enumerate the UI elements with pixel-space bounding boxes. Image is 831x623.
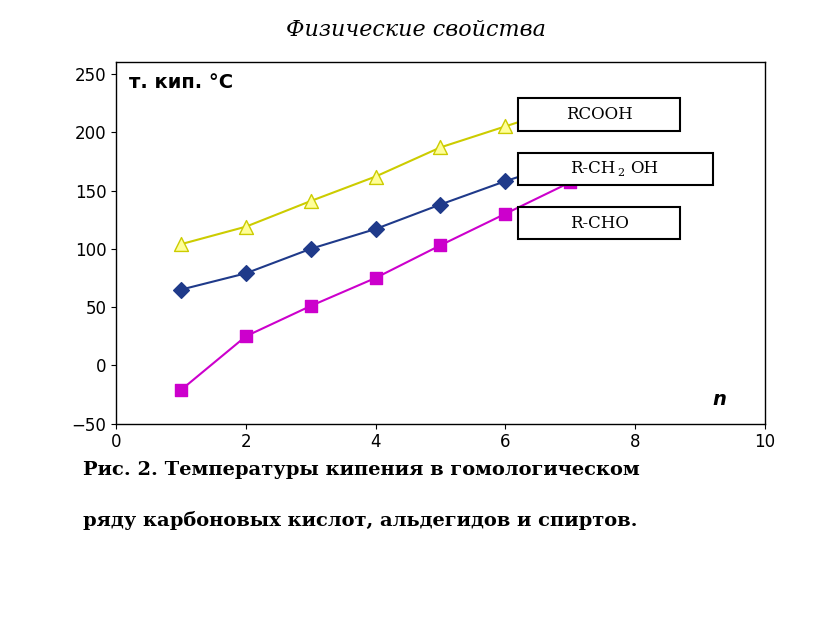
Point (434, 199, 447, 209)
Point (434, 143, 447, 153)
Text: Рис. 2. Температуры кипения в гомологическом: Рис. 2. Температуры кипения в гомологиче… (83, 461, 640, 479)
FancyBboxPatch shape (519, 98, 681, 131)
Point (369, 273, 382, 283)
Point (304, 196, 317, 206)
Text: т. кип. °С: т. кип. °С (130, 73, 234, 92)
Point (369, 171, 382, 181)
Point (239, 269, 253, 278)
Text: Физические свойства: Физические свойства (286, 19, 545, 40)
Text: 2: 2 (617, 168, 625, 178)
Point (304, 301, 317, 311)
Text: OH: OH (631, 160, 658, 178)
Point (434, 240, 447, 250)
Text: R-CHO: R-CHO (570, 214, 629, 232)
Point (175, 285, 188, 295)
Point (175, 239, 188, 249)
Point (239, 331, 253, 341)
Point (499, 121, 512, 131)
Point (563, 100, 577, 110)
Text: R-CH: R-CH (570, 160, 616, 178)
FancyBboxPatch shape (519, 153, 713, 185)
Text: n: n (713, 390, 726, 409)
Text: ряду карбоновых кислот, альдегидов и спиртов.: ряду карбоновых кислот, альдегидов и спи… (83, 511, 637, 530)
Point (563, 178, 577, 188)
Text: RCOOH: RCOOH (566, 106, 632, 123)
Point (175, 385, 188, 395)
Point (239, 222, 253, 232)
Point (499, 209, 512, 219)
FancyBboxPatch shape (519, 207, 681, 239)
Point (304, 244, 317, 254)
Point (563, 155, 577, 165)
Point (499, 176, 512, 186)
Point (369, 224, 382, 234)
